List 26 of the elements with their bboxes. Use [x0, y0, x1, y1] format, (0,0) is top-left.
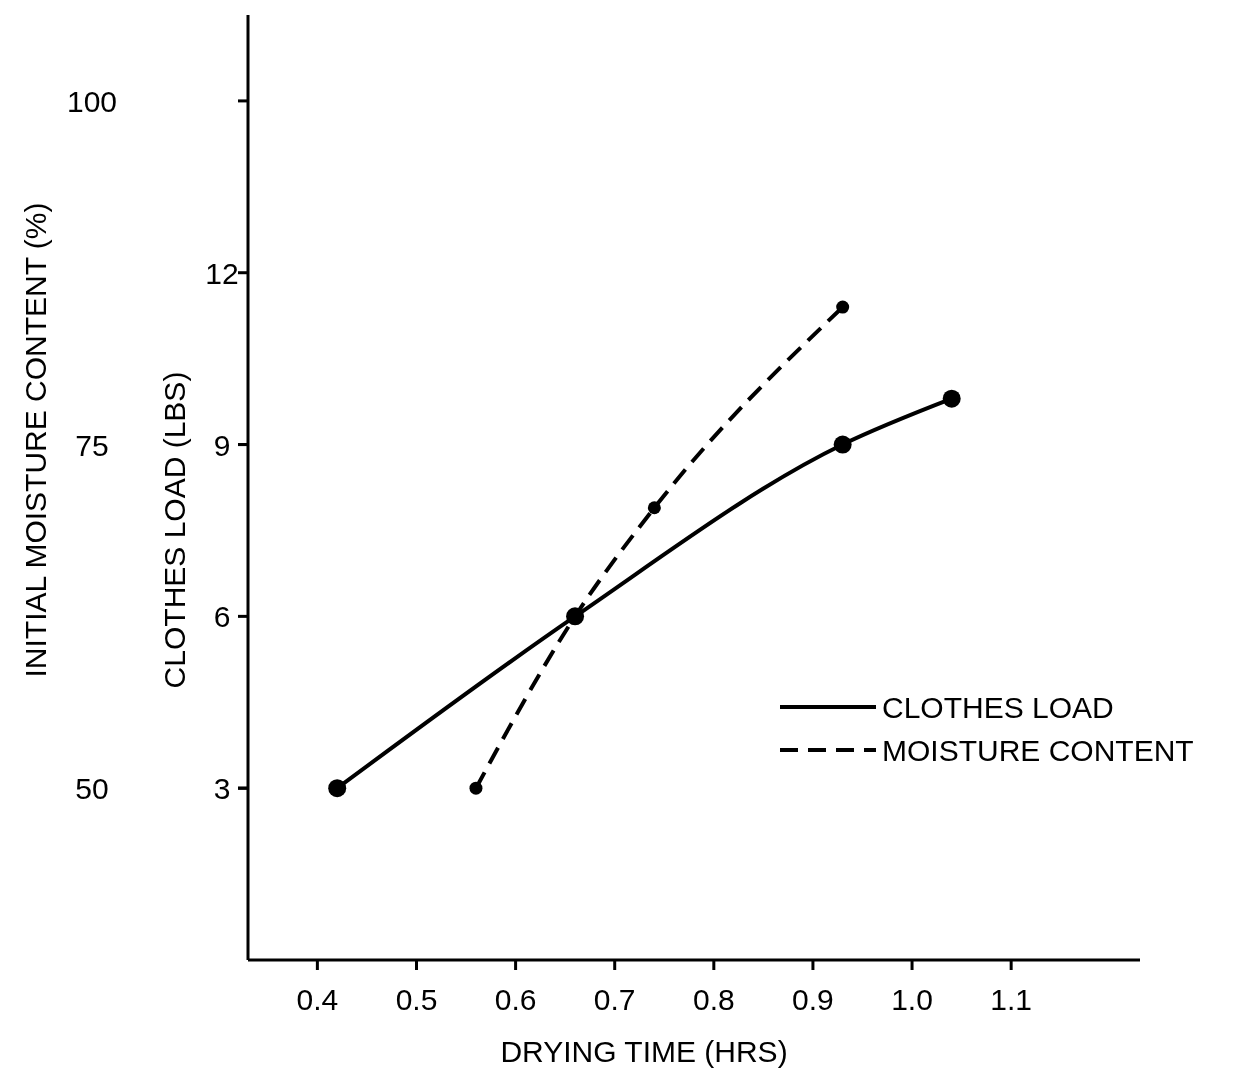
- x-tick-label: 0.7: [593, 983, 636, 1016]
- y-tick-label: 12: [205, 256, 239, 290]
- y-tick-label: 3: [213, 772, 231, 806]
- point: [942, 389, 961, 408]
- y-tick-label: 6: [213, 600, 231, 634]
- legend-label: CLOTHES LOAD: [882, 691, 1114, 724]
- legend-label: MOISTURE CONTENT: [882, 734, 1194, 767]
- x-tick-label: 1.0: [891, 983, 933, 1016]
- x-tick-label: 0.4: [296, 983, 339, 1016]
- point: [836, 300, 850, 314]
- y2-tick-label: 50: [75, 772, 109, 806]
- x-tick-label: 0.6: [494, 983, 537, 1016]
- point: [469, 781, 483, 795]
- x-tick-label: 1.1: [990, 983, 1033, 1016]
- y2-tick-label: 75: [75, 428, 109, 462]
- y2-axis-title: INITIAL MOISTURE CONTENT (%): [19, 202, 52, 678]
- point: [328, 779, 347, 798]
- point: [647, 501, 661, 515]
- x-tick-label: 0.5: [395, 983, 438, 1016]
- point: [833, 435, 852, 454]
- y-axis-title: CLOTHES LOAD (LBS): [158, 371, 191, 689]
- x-tick-label: 0.9: [792, 983, 834, 1016]
- x-tick-label: 0.8: [692, 983, 735, 1016]
- y2-tick-label: 100: [66, 84, 118, 118]
- x-axis-title: DRYING TIME (HRS): [500, 1035, 788, 1068]
- y-tick-label: 9: [213, 428, 231, 462]
